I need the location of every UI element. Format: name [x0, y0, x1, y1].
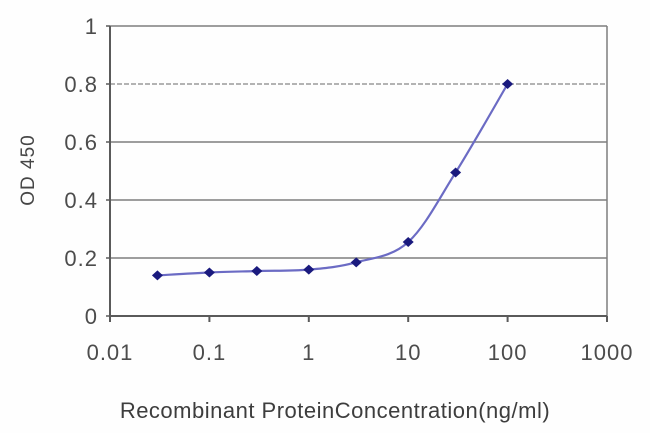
x-tick-label: 0.01 [87, 340, 134, 365]
data-point-marker [502, 79, 514, 89]
data-point-marker [303, 264, 315, 275]
x-tick-label: 1000 [581, 340, 634, 365]
x-axis-title: Recombinant ProteinConcentration(ng/ml) [119, 398, 551, 423]
y-tick-label: 0.8 [64, 72, 98, 97]
y-tick-label: 0.6 [64, 130, 98, 155]
y-tick-label: 0 [85, 304, 98, 329]
x-tick-label: 10 [395, 340, 421, 365]
data-point-marker [402, 237, 414, 248]
data-point-marker [151, 270, 163, 281]
x-tick-label: 100 [488, 340, 528, 365]
y-tick-label: 1 [85, 14, 98, 39]
data-point-marker [251, 266, 263, 277]
y-tick-label: 0.4 [64, 188, 98, 213]
data-point-marker [203, 267, 215, 278]
data-point-marker [350, 257, 362, 268]
x-tick-label: 0.1 [193, 340, 227, 365]
data-point-marker [450, 167, 462, 178]
y-tick-label: 0.2 [64, 246, 98, 271]
series-line [157, 83, 509, 277]
x-tick-label: 1 [302, 340, 315, 365]
